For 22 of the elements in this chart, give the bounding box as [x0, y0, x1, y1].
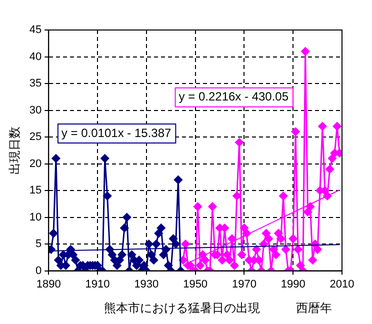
y-tick-label: 15 [29, 184, 42, 197]
x-tick-label: 1910 [85, 278, 110, 290]
y-tick-label: 5 [36, 238, 42, 250]
annotation: y = 0.0101x - 15.387 [61, 126, 172, 140]
x-tick-label: 1890 [36, 278, 61, 290]
annotation: y = 0.2216x - 430.05 [178, 90, 289, 104]
x-tick-label: 1990 [280, 278, 306, 290]
x-axis-title: 西暦年 [296, 301, 332, 315]
text: 熊本市における猛暑日の出現 [104, 301, 260, 315]
x-tick-label: 1970 [232, 278, 256, 290]
y-tick-label: 40 [29, 50, 42, 63]
y-tick-label: 35 [29, 78, 42, 90]
y-tick-label: 20 [29, 158, 42, 170]
x-tick-label: 1930 [134, 278, 159, 290]
y-tick-label: 25 [29, 131, 42, 144]
y-tick-label: 10 [29, 211, 42, 224]
y-tick-label: 45 [29, 24, 42, 36]
x-tick-label: 2010 [330, 278, 354, 290]
y-tick-label: 30 [29, 104, 42, 116]
x-tick-label: 1950 [183, 278, 208, 290]
y-axis-title: 出現日数 [8, 126, 22, 174]
y-tick-label: 0 [36, 264, 42, 277]
